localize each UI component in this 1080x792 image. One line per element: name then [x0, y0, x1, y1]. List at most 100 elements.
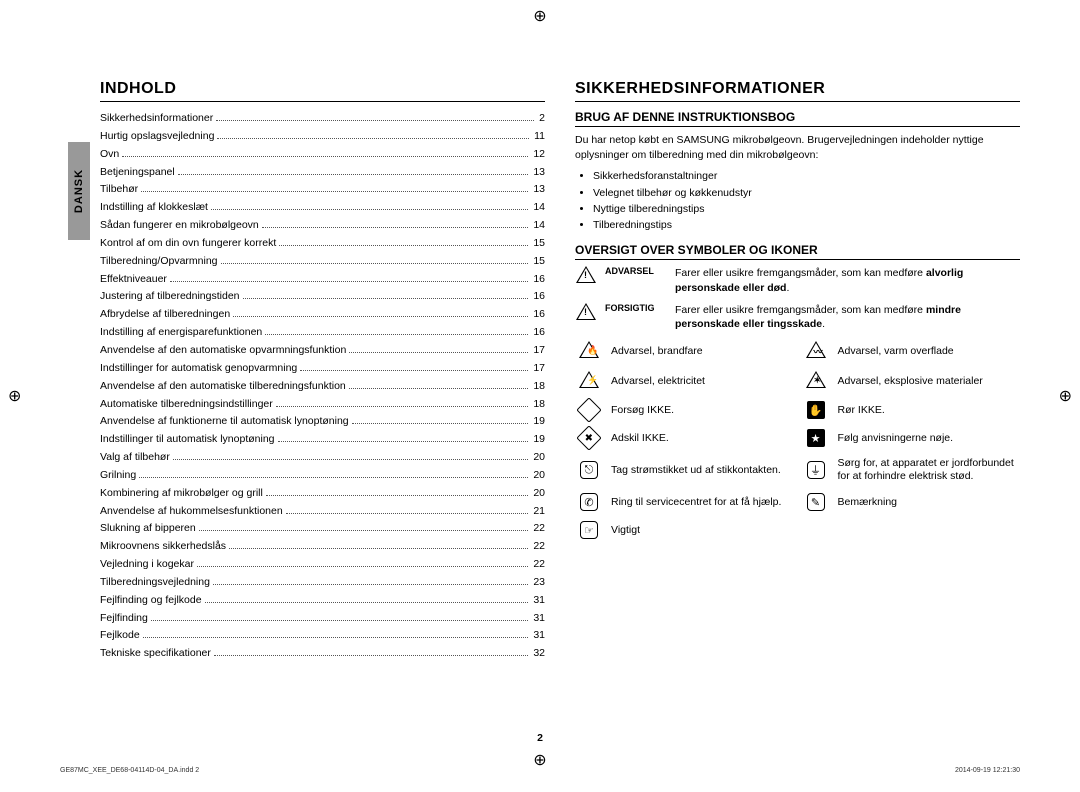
toc-row: Hurtig opslagsvejledning 11	[100, 128, 545, 146]
toc-title: Grilning	[100, 467, 136, 485]
table-of-contents: Sikkerhedsinformationer2Hurtig opslagsve…	[100, 110, 545, 663]
toc-row: Fejlfinding og fejlkode31	[100, 592, 545, 610]
toc-title: Hurtig opslagsvejledning	[100, 128, 214, 146]
toc-title: Slukning af bipperen	[100, 520, 196, 538]
toc-row: Indstilling af klokkeslæt14	[100, 199, 545, 217]
toc-title: Anvendelse af den automatiske tilberedni…	[100, 378, 346, 396]
legend-icon	[575, 401, 603, 419]
toc-row: Tilberedningsvejledning 23	[100, 574, 545, 592]
toc-title: Fejlkode	[100, 627, 140, 645]
reg-mark-top: ⊕	[533, 6, 546, 26]
legend-label: Advarsel, eksplosive materialer	[838, 375, 1021, 388]
toc-title: Indstillinger til automatisk lynoptøning	[100, 431, 275, 449]
legend-icon: ✆	[575, 493, 603, 511]
toc-row: Anvendelse af den automatiske tilberedni…	[100, 378, 545, 396]
toc-dots	[243, 298, 529, 299]
caution-label: FORSIGTIG	[605, 303, 667, 313]
reg-mark-left: ⊕	[8, 386, 21, 406]
toc-title: Tekniske specifikationer	[100, 645, 211, 663]
toc-dots	[173, 459, 528, 460]
toc-page: 2	[537, 110, 545, 128]
toc-dots	[349, 352, 528, 353]
toc-page: 21	[531, 503, 545, 521]
toc-row: Justering af tilberedningstiden16	[100, 288, 545, 306]
toc-row: Tekniske specifikationer 32	[100, 645, 545, 663]
toc-row: Indstillinger for automatisk genopvarmni…	[100, 360, 545, 378]
toc-dots	[300, 370, 528, 371]
toc-row: Effektniveauer16	[100, 271, 545, 289]
toc-row: Anvendelse af hukommelsesfunktionen21	[100, 503, 545, 521]
toc-row: Slukning af bipperen 22	[100, 520, 545, 538]
toc-dots	[278, 441, 529, 442]
toc-page: 16	[531, 324, 545, 342]
toc-row: Ovn12	[100, 146, 545, 164]
bullet-item: Sikkerhedsforanstaltninger	[593, 168, 1020, 184]
toc-page: 22	[531, 520, 545, 538]
legend-icon: ⏚	[802, 461, 830, 479]
toc-page: 13	[531, 164, 545, 182]
reg-mark-bottom: ⊕	[533, 750, 546, 770]
toc-title: Automatiske tilberedningsindstillinger	[100, 396, 273, 414]
toc-row: Mikroovnens sikkerhedslås22	[100, 538, 545, 556]
toc-page: 17	[531, 342, 545, 360]
legend-label: Adskil IKKE.	[611, 432, 794, 445]
legend-icon: ✖	[575, 429, 603, 447]
icon-legend-grid: 🔥Advarsel, brandfare〰Advarsel, varm over…	[575, 341, 1020, 539]
toc-title: Sådan fungerer en mikrobølgeovn	[100, 217, 259, 235]
legend-icon: ✎	[802, 493, 830, 511]
language-tab: DANSK	[68, 142, 90, 240]
toc-dots	[279, 245, 528, 246]
legend-icon: ✋	[802, 401, 830, 419]
toc-dots	[197, 566, 528, 567]
warning-row-forsigtig: ! FORSIGTIG Farer eller usikre fremgangs…	[575, 303, 1020, 331]
footer-timestamp: 2014-09-19 12:21:30	[955, 767, 1020, 774]
toc-dots	[349, 388, 529, 389]
toc-dots	[217, 138, 529, 139]
legend-label: Ring til servicecentret for at få hjælp.	[611, 496, 794, 509]
toc-row: Grilning20	[100, 467, 545, 485]
toc-dots	[286, 513, 529, 514]
toc-page: 31	[531, 592, 545, 610]
legend-label: Bemærkning	[838, 496, 1021, 509]
warning-text: Farer eller usikre fremgangsmåder, som k…	[675, 266, 1020, 294]
toc-row: Indstillinger til automatisk lynoptøning…	[100, 431, 545, 449]
toc-row: Sikkerhedsinformationer 2	[100, 110, 545, 128]
toc-row: Fejlkode31	[100, 627, 545, 645]
toc-page: 18	[531, 378, 545, 396]
legend-icon: ★	[802, 429, 830, 447]
toc-title: Tilberedningsvejledning	[100, 574, 210, 592]
toc-page: 11	[532, 128, 545, 146]
toc-title: Tilbehør	[100, 181, 138, 199]
legend-label: Advarsel, brandfare	[611, 345, 794, 358]
toc-page: 23	[531, 574, 545, 592]
page-content: INDHOLD Sikkerhedsinformationer2Hurtig o…	[100, 80, 1020, 732]
safety-heading: SIKKERHEDSINFORMATIONER	[575, 80, 1020, 102]
toc-title: Anvendelse af funktionerne til automatis…	[100, 413, 349, 431]
toc-heading: INDHOLD	[100, 80, 545, 102]
toc-page: 22	[531, 538, 545, 556]
toc-page: 14	[531, 217, 545, 235]
toc-title: Justering af tilberedningstiden	[100, 288, 240, 306]
toc-row: Anvendelse af funktionerne til automatis…	[100, 413, 545, 431]
toc-title: Vejledning i kogekar	[100, 556, 194, 574]
toc-title: Kontrol af om din ovn fungerer korrekt	[100, 235, 276, 253]
language-tab-label: DANSK	[73, 169, 85, 213]
right-column: SIKKERHEDSINFORMATIONER BRUG AF DENNE IN…	[575, 80, 1020, 732]
toc-row: Tilberedning/Opvarmning15	[100, 253, 545, 271]
toc-page: 32	[531, 645, 545, 663]
toc-title: Sikkerhedsinformationer	[100, 110, 213, 128]
toc-dots	[199, 530, 529, 531]
toc-page: 16	[531, 306, 545, 324]
toc-row: Automatiske tilberedningsindstillinger18	[100, 396, 545, 414]
toc-page: 14	[531, 199, 545, 217]
toc-dots	[178, 174, 529, 175]
toc-dots	[262, 227, 529, 228]
toc-page: 19	[531, 431, 545, 449]
caution-triangle-icon: !	[575, 303, 597, 323]
legend-icon: ⎋	[575, 461, 603, 479]
warning-row-advarsel: ! ADVARSEL Farer eller usikre fremgangsm…	[575, 266, 1020, 294]
toc-dots	[143, 637, 529, 638]
legend-icon: 〰	[802, 341, 830, 361]
toc-dots	[205, 602, 529, 603]
toc-title: Tilberedning/Opvarmning	[100, 253, 218, 271]
